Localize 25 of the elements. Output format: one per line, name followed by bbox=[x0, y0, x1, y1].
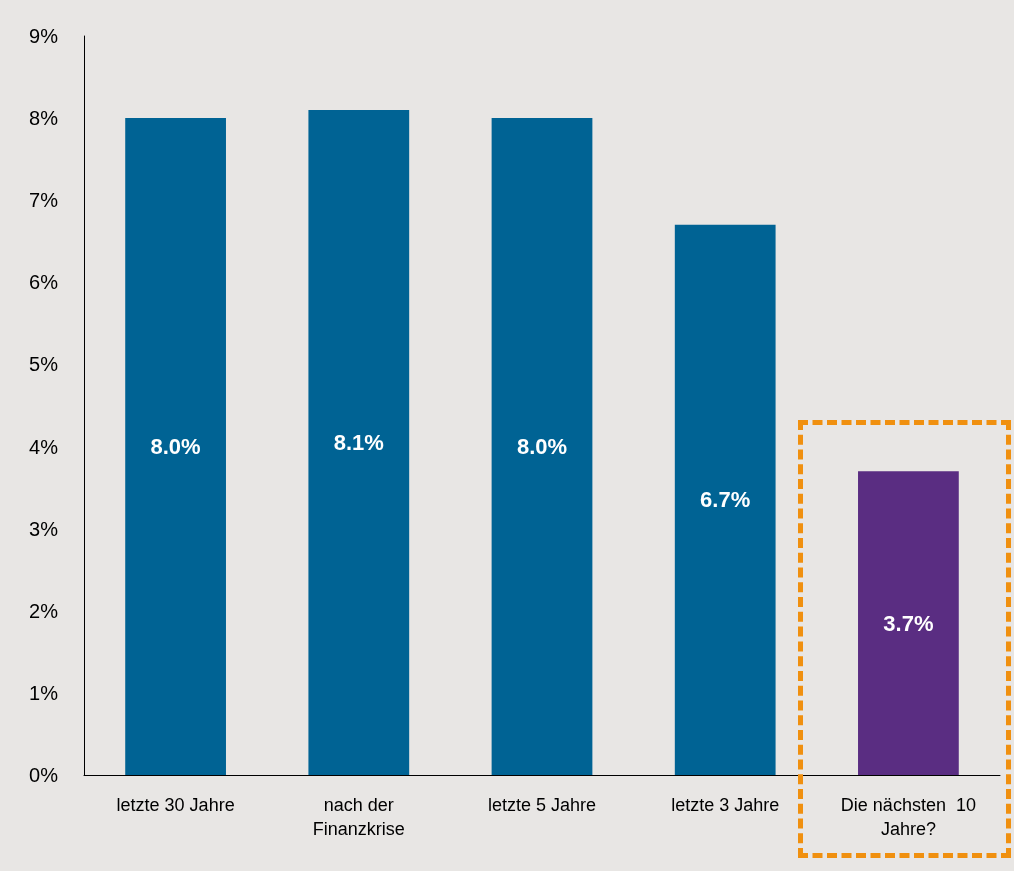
y-tick-label: 0% bbox=[29, 764, 59, 786]
y-tick-label: 1% bbox=[29, 681, 59, 704]
bar bbox=[308, 109, 410, 775]
x-tick-label: Die nächsten 10 Jahre? bbox=[840, 795, 976, 839]
bar bbox=[125, 118, 226, 775]
x-tick-label: letzte 30 Jahre bbox=[116, 795, 235, 815]
y-tick-label: 2% bbox=[29, 599, 59, 622]
y-tick-label: 6% bbox=[29, 271, 59, 294]
y-tick-label: 7% bbox=[29, 189, 59, 212]
x-tick-label: letzte 5 Jahre bbox=[487, 795, 597, 815]
data-label: 8.1% bbox=[333, 429, 384, 455]
x-tick-label: letzte 3 Jahre bbox=[671, 795, 780, 815]
data-label: 8.0% bbox=[150, 434, 201, 460]
y-tick-label: 9% bbox=[29, 25, 59, 47]
bar bbox=[491, 118, 593, 775]
x-tick-label: nach der Finanzkrise bbox=[312, 795, 405, 839]
bar bbox=[858, 471, 959, 775]
data-label: 6.7% bbox=[700, 487, 751, 513]
y-tick-label: 3% bbox=[29, 517, 59, 540]
y-tick-label: 8% bbox=[29, 107, 59, 130]
data-label: 3.7% bbox=[883, 610, 934, 636]
data-label: 8.0% bbox=[516, 434, 568, 460]
y-tick-label: 5% bbox=[29, 353, 59, 376]
y-tick-label: 4% bbox=[29, 435, 59, 458]
bar bbox=[674, 224, 776, 775]
